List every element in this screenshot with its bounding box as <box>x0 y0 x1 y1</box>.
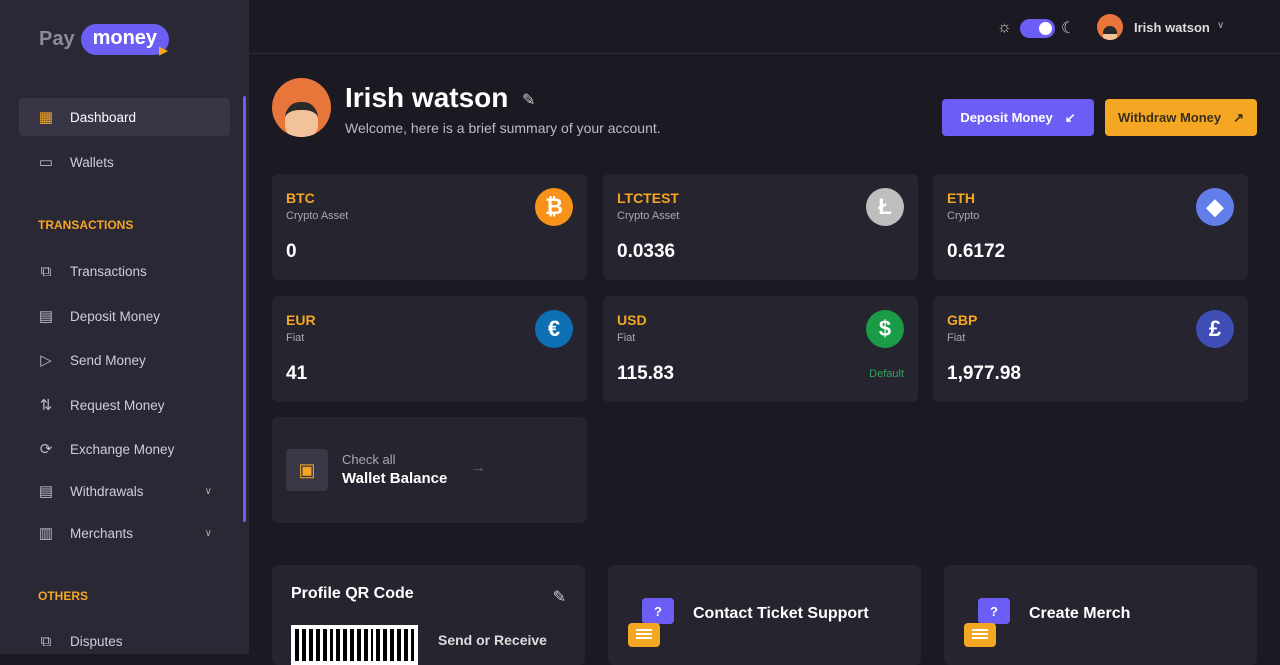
cursor-icon: ▶ <box>159 45 168 57</box>
edit-icon[interactable]: ✎ <box>552 589 566 606</box>
theme-toggle[interactable] <box>1020 19 1055 38</box>
bitcoin-icon: ₿ <box>535 188 573 226</box>
chevron-down-icon: ∨ <box>204 485 212 497</box>
send-icon: ▷ <box>40 352 52 369</box>
wallet-code: BTC <box>286 190 315 206</box>
contact-ticket-support-card[interactable]: ? Contact Ticket Support <box>608 565 921 665</box>
user-menu-name[interactable]: Irish watson <box>1134 20 1210 35</box>
edit-icon[interactable]: ✎ <box>522 92 536 109</box>
sidebar-item-merchants[interactable]: ▥ Merchants ∨ <box>38 525 212 542</box>
wallet-icon: ▣ <box>286 449 328 491</box>
wallet-balance: 115.83 <box>617 363 675 384</box>
wallet-code: GBP <box>947 312 978 328</box>
dollar-icon: $ <box>866 310 904 348</box>
qr-code <box>291 625 418 665</box>
wallet-type: Crypto Asset <box>617 210 680 222</box>
arrow-down-left-icon: ↙ <box>1064 109 1076 125</box>
wallet-balance: 1,977.98 <box>947 363 1021 384</box>
arrow-up-right-icon: ↗ <box>1233 109 1245 125</box>
chat-list-icon <box>628 623 660 647</box>
profile-qr-card: Profile QR Code ✎ Send or Receive <box>272 565 585 665</box>
litecoin-icon: Ł <box>866 188 904 226</box>
wallet-card-usd[interactable]: USD Fiat 115.83 $ Default <box>603 296 918 402</box>
grid-plus-icon: ▦ <box>38 109 54 126</box>
deposit-money-button[interactable]: Deposit Money ↙ <box>942 99 1094 136</box>
card-upload-icon: ▤ <box>38 483 54 500</box>
sidebar-item-deposit-money[interactable]: ▤ Deposit Money <box>38 308 161 325</box>
sidebar-item-transactions[interactable]: ⧉ Transactions <box>19 252 230 290</box>
arrow-right-icon: → <box>470 459 486 476</box>
disputes-icon: ⧉ <box>40 632 52 650</box>
wallet-icon: ▭ <box>38 154 54 171</box>
section-others: OTHERS <box>38 589 89 603</box>
store-icon: ▥ <box>38 525 54 542</box>
sidebar-item-request-money[interactable]: ⇅ Request Money <box>19 386 230 424</box>
welcome-text: Welcome, here is a brief summary of your… <box>345 120 661 136</box>
wallet-code: ETH <box>947 190 975 206</box>
wallet-card-eur[interactable]: EUR Fiat 41 € <box>272 296 587 402</box>
chevron-down-icon: ∨ <box>204 527 212 539</box>
pound-icon: £ <box>1196 310 1234 348</box>
transactions-icon: ⧉ <box>40 262 52 280</box>
question-bubble-icon: ? <box>642 598 674 624</box>
wallet-balance: 0.0336 <box>617 241 676 262</box>
wallet-code: LTCTEST <box>617 190 679 206</box>
profile-avatar <box>272 78 331 137</box>
ethereum-icon: ◆ <box>1196 188 1234 226</box>
default-badge: Default <box>869 368 904 380</box>
wallet-code: USD <box>617 312 647 328</box>
sidebar-item-exchange-money[interactable]: ⟳ Exchange Money <box>19 430 230 468</box>
chevron-down-icon[interactable]: ∨ <box>1217 20 1225 31</box>
withdraw-money-button[interactable]: Withdraw Money ↗ <box>1105 99 1257 136</box>
request-icon: ⇅ <box>39 397 53 414</box>
wallet-balance: 0 <box>286 241 297 262</box>
sidebar-item-send-money[interactable]: ▷ Send Money <box>19 341 230 379</box>
sidebar-item-dashboard[interactable]: ▦ Dashboard <box>19 98 230 136</box>
sidebar-item-withdrawals[interactable]: ▤ Withdrawals ∨ <box>38 483 212 500</box>
euro-icon: € <box>535 310 573 348</box>
wallet-card-gbp[interactable]: GBP Fiat 1,977.98 £ <box>933 296 1248 402</box>
wallet-balance: 0.6172 <box>947 241 1006 262</box>
create-merchant-card[interactable]: ? Create Merch <box>944 565 1257 665</box>
wallet-card-ltctest[interactable]: LTCTEST Crypto Asset 0.0336 Ł <box>603 174 918 280</box>
page-title: Irish watson <box>345 82 509 113</box>
moon-icon: ☾ <box>1061 20 1076 37</box>
sidebar-scrollbar[interactable] <box>243 96 246 522</box>
wallet-type: Crypto <box>947 210 980 222</box>
wallet-balance: 41 <box>286 363 308 384</box>
topbar <box>249 0 1280 54</box>
wallet-type: Crypto Asset <box>286 210 349 222</box>
avatar[interactable] <box>1097 14 1123 40</box>
wallet-code: EUR <box>286 312 316 328</box>
exchange-icon: ⟳ <box>39 441 53 458</box>
wallet-card-eth[interactable]: ETH Crypto 0.6172 ◆ <box>933 174 1248 280</box>
wallet-type: Fiat <box>617 332 636 344</box>
sidebar: Pay money ▶ ▦ Dashboard ▭ Wallets TRANSA… <box>0 0 249 654</box>
logo[interactable]: Pay money ▶ <box>39 22 170 57</box>
wallet-card-btc[interactable]: BTC Crypto Asset 0 ₿ <box>272 174 587 280</box>
wallet-balance-card[interactable]: ▣ Check all Wallet Balance → <box>272 417 587 523</box>
sun-icon: ☼ <box>997 19 1012 36</box>
wallet-type: Fiat <box>286 332 305 344</box>
card-download-icon: ▤ <box>38 308 54 325</box>
sidebar-item-disputes[interactable]: ⧉ Disputes <box>19 622 230 660</box>
section-transactions: TRANSACTIONS <box>38 218 134 232</box>
wallet-type: Fiat <box>947 332 966 344</box>
chat-list-icon <box>964 623 996 647</box>
sidebar-item-wallets[interactable]: ▭ Wallets <box>38 154 114 171</box>
question-bubble-icon: ? <box>978 598 1010 624</box>
